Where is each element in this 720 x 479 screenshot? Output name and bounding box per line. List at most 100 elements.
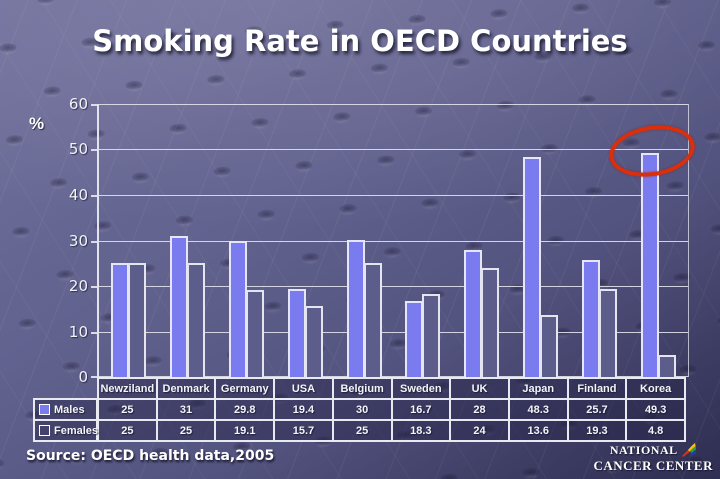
legend-label-males: Males — [54, 403, 85, 416]
table-value-males-japan: 48.3 — [508, 399, 568, 420]
y-tickmark-0 — [91, 376, 97, 378]
bar-group-uk — [452, 104, 511, 377]
bar-males-korea — [641, 153, 660, 377]
y-tick-label-50: 50 — [68, 140, 88, 158]
y-tick-label-20: 20 — [68, 277, 88, 295]
legend: Males Females — [33, 398, 98, 442]
bar-females-korea — [658, 355, 677, 377]
table-header-finland: Finland — [567, 378, 627, 399]
y-tick-label-0: 0 — [78, 368, 88, 386]
y-tickmark-30 — [91, 241, 97, 243]
bar-group-usa — [276, 104, 335, 377]
bar-females-germany — [245, 290, 264, 377]
legend-swatch-males-icon — [39, 404, 50, 415]
y-tick-label-40: 40 — [68, 186, 88, 204]
table-value-females-japan: 13.6 — [508, 420, 568, 441]
bar-chart: 0 10 20 30 40 50 60 — [0, 95, 720, 386]
bar-group-sweden — [394, 104, 453, 377]
gridline-0 — [99, 376, 688, 377]
y-axis-label: % — [29, 114, 45, 133]
table-value-females-germany: 19.1 — [215, 420, 275, 441]
bar-females-sweden — [422, 294, 441, 377]
bar-group-finland — [570, 104, 629, 377]
bar-males-belgium — [346, 240, 365, 377]
bar-males-germany — [228, 241, 247, 377]
legend-swatch-females-icon — [39, 425, 50, 436]
bar-females-denmark — [186, 263, 205, 377]
y-tick-label-60: 60 — [68, 95, 88, 113]
table-value-females-finland: 19.3 — [567, 420, 627, 441]
y-tick-label-10: 10 — [68, 323, 88, 341]
logo-text-line1: NATIONAL — [609, 443, 678, 457]
bar-females-belgium — [363, 263, 382, 377]
gridline-20 — [99, 286, 688, 287]
gridline-60 — [99, 104, 688, 105]
table-header-denmark: Denmark — [156, 378, 216, 399]
bar-females-newziland — [127, 263, 146, 377]
table-value-females-uk: 24 — [450, 420, 509, 441]
national-cancer-center-logo: NATIONAL CANCER CENTER — [593, 442, 713, 474]
bar-group-newziland — [99, 104, 158, 377]
bar-groups — [99, 104, 688, 377]
table-header-korea: Korea — [626, 378, 685, 399]
bar-group-japan — [511, 104, 570, 377]
table-value-males-germany: 29.8 — [215, 399, 275, 420]
y-tickmark-20 — [91, 286, 97, 288]
slide-title: Smoking Rate in OECD Countries — [92, 24, 628, 58]
bar-males-finland — [582, 260, 601, 377]
table-value-males-korea: 49.3 — [626, 399, 685, 420]
table-value-males-newziland: 25 — [98, 399, 157, 420]
bar-females-japan — [540, 315, 559, 377]
y-tickmark-40 — [91, 195, 97, 197]
table-header-uk: UK — [450, 378, 509, 399]
table-value-females-denmark: 25 — [156, 420, 216, 441]
bar-females-usa — [304, 306, 323, 377]
logo-text-line2: CANCER CENTER — [593, 458, 713, 473]
bar-males-japan — [523, 157, 542, 377]
table-value-females-newziland: 25 — [98, 420, 157, 441]
gridline-50 — [99, 149, 688, 150]
table-value-males-denmark: 31 — [156, 399, 216, 420]
table-header-sweden: Sweden — [391, 378, 451, 399]
table-header-japan: Japan — [508, 378, 568, 399]
bar-females-finland — [599, 289, 618, 377]
table-header-newziland: Newziland — [98, 378, 157, 399]
bar-males-denmark — [169, 236, 188, 377]
table-header-usa: USA — [274, 378, 333, 399]
bar-males-newziland — [110, 263, 129, 377]
plot-area — [91, 104, 689, 378]
y-tickmark-60 — [91, 104, 97, 106]
bar-females-uk — [481, 268, 500, 377]
y-tickmark-10 — [91, 332, 97, 334]
bar-group-germany — [217, 104, 276, 377]
gridline-30 — [99, 241, 688, 242]
source-caption: Source: OECD health data,2005 — [26, 448, 275, 464]
bar-males-usa — [287, 289, 306, 377]
bar-males-uk — [464, 250, 483, 377]
table-value-males-finland: 25.7 — [567, 399, 627, 420]
bar-group-belgium — [335, 104, 394, 377]
bar-group-korea — [629, 104, 688, 377]
logo-swoosh-icon — [680, 442, 697, 458]
y-tickmark-50 — [91, 149, 97, 151]
data-table: Newziland Denmark Germany USA Belgium Sweden U… — [97, 377, 686, 442]
legend-row-males: Males — [34, 399, 97, 420]
bar-group-denmark — [158, 104, 217, 377]
table-value-males-uk: 28 — [450, 399, 509, 420]
table-header-belgium: Belgium — [332, 378, 392, 399]
table-value-males-usa: 19.4 — [274, 399, 333, 420]
gridline-40 — [99, 195, 688, 196]
table-value-males-sweden: 16.7 — [391, 399, 451, 420]
table-value-females-usa: 15.7 — [274, 420, 333, 441]
table-value-females-sweden: 18.3 — [391, 420, 451, 441]
table-header-germany: Germany — [215, 378, 275, 399]
legend-label-females: Females — [54, 424, 99, 437]
table-value-males-belgium: 30 — [332, 399, 392, 420]
legend-row-females: Females — [34, 420, 99, 441]
y-tick-label-30: 30 — [68, 232, 88, 250]
gridline-10 — [99, 332, 688, 333]
table-value-females-korea: 4.8 — [626, 420, 685, 441]
bar-males-sweden — [405, 301, 424, 377]
table-value-females-belgium: 25 — [332, 420, 392, 441]
